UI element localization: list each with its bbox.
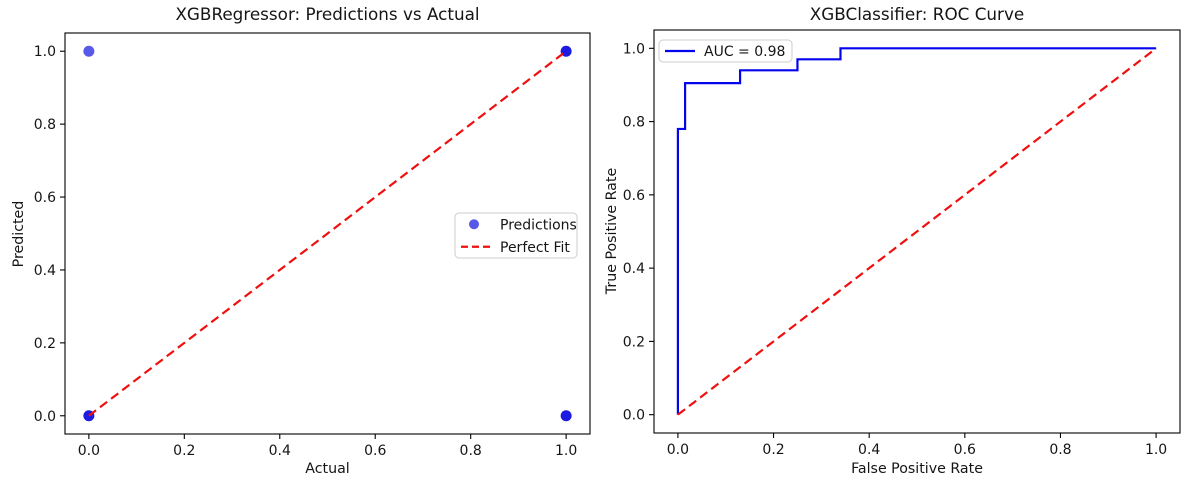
- x-tick-label: 1.0: [555, 443, 577, 459]
- x-tick-label: 0.8: [1049, 442, 1071, 458]
- classifier-roc-curve-chart: 0.0 0.2 0.4 0.6 0.8 1.0 0.0 0.2 0.4 0.6 0.8 1.0 AUC …: [623, 29, 1181, 458]
- x-tick-label: 0.8: [460, 443, 482, 459]
- left-chart-title: XGBRegressor: Predictions vs Actual: [175, 4, 480, 24]
- legend: AUC = 0.98: [658, 39, 793, 63]
- x-tick-label: 0.4: [858, 442, 880, 458]
- x-tick-label: 0.2: [173, 443, 195, 459]
- series-auc-0-98: [676, 47, 1157, 415]
- right-chart-title: XGBClassifier: ROC Curve: [809, 4, 1025, 24]
- legend-label: AUC = 0.98: [704, 44, 785, 60]
- y-tick-label: 0.0: [34, 409, 56, 425]
- left-chart-ylabel: Predicted: [11, 200, 27, 268]
- series-perfect-fit: [88, 50, 567, 417]
- y-tick-label: 0.2: [623, 334, 645, 350]
- x-tick-label: 0.0: [667, 442, 689, 458]
- y-tick-label: 0.8: [623, 115, 645, 131]
- x-tick-label: 0.0: [78, 443, 100, 459]
- y-tick-label: 0.6: [34, 190, 56, 206]
- legend-marker-dot: [469, 219, 479, 230]
- regressor-predictions-vs-actual-chart: 0.0 0.2 0.4 0.6 0.8 1.0 0.0 0.2 0.4 0.6 0.8 1.0 Pred…: [34, 32, 591, 459]
- right-chart-ylabel: True Positive Rate: [604, 167, 620, 295]
- y-tick-label: 0.0: [623, 408, 645, 424]
- scatter-point: [560, 410, 572, 422]
- y-tick-label: 1.0: [623, 41, 645, 57]
- x-tick-label: 0.4: [269, 443, 291, 459]
- x-tick-label: 0.6: [954, 442, 976, 458]
- y-tick-label: 0.4: [623, 261, 645, 277]
- axes-frame: [64, 32, 591, 435]
- legend-box: [658, 39, 793, 63]
- x-tick-label: 0.2: [762, 442, 784, 458]
- left-chart-xlabel: Actual: [305, 461, 350, 477]
- y-tick-label: 0.6: [623, 188, 645, 204]
- legend: Predictions Perfect Fit: [454, 212, 578, 259]
- x-tick-label: 1.0: [1145, 442, 1167, 458]
- x-tick-label: 0.6: [364, 443, 386, 459]
- y-tick-label: 0.8: [34, 117, 56, 133]
- y-tick-label: 0.2: [34, 336, 56, 352]
- axes-frame: [653, 29, 1181, 434]
- series-diagonal-reference-line: [677, 47, 1157, 416]
- right-chart-xlabel: False Positive Rate: [851, 461, 983, 477]
- legend-label: Perfect Fit: [500, 240, 570, 256]
- y-tick-label: 1.0: [34, 44, 56, 60]
- legend-label: Predictions: [500, 217, 577, 233]
- y-tick-label: 0.4: [34, 263, 56, 279]
- scatter-point: [83, 45, 95, 57]
